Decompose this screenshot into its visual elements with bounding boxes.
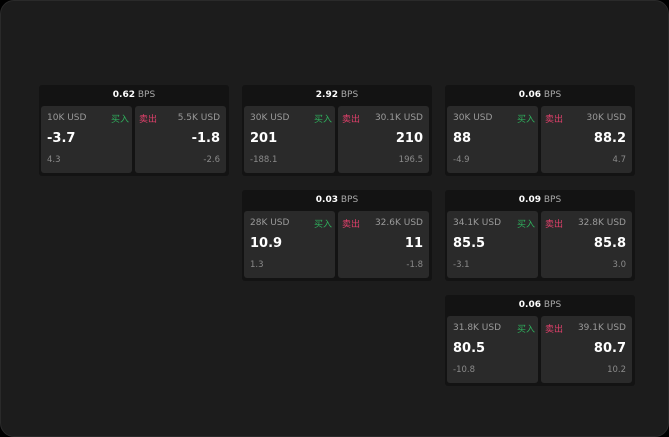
ask-size: 32.6K USD [374,218,423,228]
quote-card: 0.06 BPS 30K USD 买入 88 -4.9 卖出 30K USD 8… [445,85,635,176]
bid-price: 10.9 [250,236,283,251]
spread-value: 0.62 [112,90,135,100]
buy-cell[interactable]: 31.8K USD 买入 80.5 -10.8 [447,316,538,383]
spread-unit: BPS [543,90,562,100]
ask-change: -2.6 [203,155,220,165]
ask-size: 30K USD [586,113,626,123]
spread-header: 0.06 BPS [445,295,635,316]
quote-card: 0.62 BPS 10K USD 买入 -3.7 4.3 卖出 5.5K USD… [39,85,229,176]
bid-change: 1.3 [250,260,264,270]
bid-change: -10.8 [453,365,475,375]
sell-cell[interactable]: 卖出 30.1K USD 210 196.5 [338,106,429,173]
spread-unit: BPS [543,300,562,310]
ask-price: -1.8 [191,131,220,146]
spread-header: 0.09 BPS [445,190,635,211]
ask-size: 32.8K USD [577,218,626,228]
buy-cell[interactable]: 28K USD 买入 10.9 1.3 [244,211,335,278]
ask-change: -1.8 [406,260,423,270]
sell-cell[interactable]: 卖出 5.5K USD -1.8 -2.6 [135,106,226,173]
sell-cell[interactable]: 卖出 32.8K USD 85.8 3.0 [541,211,632,278]
ask-change: 4.7 [612,155,626,165]
sell-label: 卖出 [545,220,564,230]
spread-header: 0.03 BPS [242,190,432,211]
sell-label: 卖出 [545,115,564,125]
buy-cell[interactable]: 10K USD 买入 -3.7 4.3 [41,106,132,173]
bid-price: 88 [453,131,472,146]
buy-label: 买入 [313,115,332,125]
quote-card: 0.09 BPS 34.1K USD 买入 85.5 -3.1 卖出 32.8K… [445,190,635,281]
ask-price: 210 [395,131,423,146]
spread-value: 0.06 [518,90,541,100]
spread-header: 0.62 BPS [39,85,229,106]
bid-size: 30K USD [250,113,290,123]
bid-price: 80.5 [453,341,486,356]
bid-change: -188.1 [250,155,278,165]
sell-label: 卖出 [342,220,361,230]
ask-price: 80.7 [593,341,626,356]
ask-change: 196.5 [398,155,423,165]
buy-cell[interactable]: 30K USD 买入 201 -188.1 [244,106,335,173]
sell-cell[interactable]: 卖出 39.1K USD 80.7 10.2 [541,316,632,383]
sell-label: 卖出 [139,115,158,125]
buy-label: 买入 [110,115,129,125]
buy-label: 买入 [516,220,535,230]
spread-value: 2.92 [315,90,338,100]
ask-size: 5.5K USD [177,113,220,123]
quote-card: 0.03 BPS 28K USD 买入 10.9 1.3 卖出 32.6K US… [242,190,432,281]
bid-change: -3.1 [453,260,470,270]
ask-size: 30.1K USD [374,113,423,123]
ask-change: 10.2 [607,365,626,375]
bid-size: 31.8K USD [453,323,502,333]
bid-size: 30K USD [453,113,493,123]
bid-price: -3.7 [47,131,76,146]
buy-label: 买入 [313,220,332,230]
spread-unit: BPS [543,195,562,205]
buy-label: 买入 [516,115,535,125]
spread-unit: BPS [340,195,359,205]
spread-header: 0.06 BPS [445,85,635,106]
spread-value: 0.09 [518,195,541,205]
bid-size: 34.1K USD [453,218,502,228]
bid-change: 4.3 [47,155,61,165]
ask-price: 11 [404,236,423,251]
ask-size: 39.1K USD [577,323,626,333]
buy-label: 买入 [516,325,535,335]
buy-cell[interactable]: 30K USD 买入 88 -4.9 [447,106,538,173]
bid-price: 201 [250,131,278,146]
quote-card: 2.92 BPS 30K USD 买入 201 -188.1 卖出 30.1K … [242,85,432,176]
ask-change: 3.0 [612,260,626,270]
buy-cell[interactable]: 34.1K USD 买入 85.5 -3.1 [447,211,538,278]
spread-unit: BPS [340,90,359,100]
sell-label: 卖出 [342,115,361,125]
bid-change: -4.9 [453,155,470,165]
quote-card: 0.06 BPS 31.8K USD 买入 80.5 -10.8 卖出 39.1… [445,295,635,386]
sell-label: 卖出 [545,325,564,335]
spread-header: 2.92 BPS [242,85,432,106]
bid-size: 10K USD [47,113,87,123]
ask-price: 88.2 [593,131,626,146]
bid-size: 28K USD [250,218,290,228]
spread-unit: BPS [137,90,156,100]
sell-cell[interactable]: 卖出 32.6K USD 11 -1.8 [338,211,429,278]
sell-cell[interactable]: 卖出 30K USD 88.2 4.7 [541,106,632,173]
spread-value: 0.03 [315,195,338,205]
spread-value: 0.06 [518,300,541,310]
bid-price: 85.5 [453,236,486,251]
ask-price: 85.8 [593,236,626,251]
